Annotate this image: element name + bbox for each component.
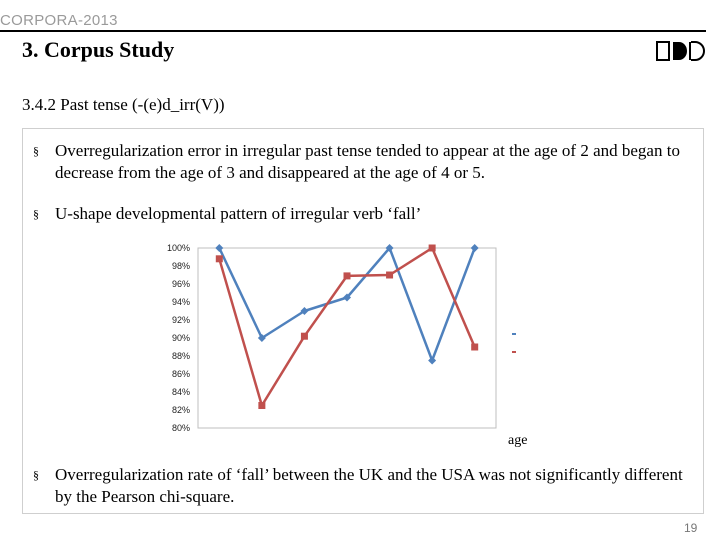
page-number: 19 <box>684 521 698 535</box>
data-point-usa <box>386 271 394 279</box>
content-box <box>22 128 704 514</box>
y-tick-label: 80% <box>172 423 190 433</box>
y-tick-label: 98% <box>172 261 190 271</box>
bullet-text: Overregularization error in irregular pa… <box>55 141 680 182</box>
bullet-text: Overregularization rate of ‘fall’ betwee… <box>55 465 683 506</box>
data-point-usa <box>258 402 266 409</box>
data-point-usa <box>300 332 308 340</box>
data-point-uk <box>300 307 309 315</box>
data-point-uk <box>257 334 266 342</box>
conference-label: CORPORA-2013 <box>0 12 118 29</box>
data-point-uk <box>428 356 437 365</box>
data-point-usa <box>215 255 223 263</box>
bullet-mark: § <box>33 144 39 158</box>
data-point-uk <box>343 293 351 302</box>
x-axis-label: age <box>508 433 528 448</box>
y-tick-label: 96% <box>172 279 190 289</box>
section-subtitle: 3.4.2 Past tense (-(e)d_irr(V)) <box>22 95 225 114</box>
plot-area <box>197 247 497 429</box>
bullet-mark: § <box>33 207 39 221</box>
data-point-uk <box>385 244 394 252</box>
bullet-text: U-shape developmental pattern of irregul… <box>55 204 422 223</box>
data-point-usa <box>428 244 436 252</box>
y-tick-label: 82% <box>172 405 190 415</box>
slide-title: 3. Corpus Study <box>22 37 175 62</box>
y-tick-label: 84% <box>172 387 190 397</box>
series-line-uk <box>218 246 476 362</box>
data-point-usa <box>471 343 479 351</box>
line-chart: 100%98%96%94%92%90%88%86%84%82%80%123456… <box>167 243 516 433</box>
data-point-uk <box>215 244 224 252</box>
dnd-logo-icon <box>656 41 705 61</box>
y-tick-label: 88% <box>172 351 190 361</box>
y-tick-label: 90% <box>172 333 190 343</box>
data-point-usa <box>343 272 351 280</box>
y-tick-label: 94% <box>172 297 190 307</box>
data-point-uk <box>470 244 479 252</box>
bullet-mark: § <box>33 468 39 482</box>
y-tick-label: 86% <box>172 369 190 379</box>
y-tick-label: 100% <box>167 243 190 253</box>
y-tick-label: 92% <box>172 315 190 325</box>
header-rule <box>0 30 706 32</box>
